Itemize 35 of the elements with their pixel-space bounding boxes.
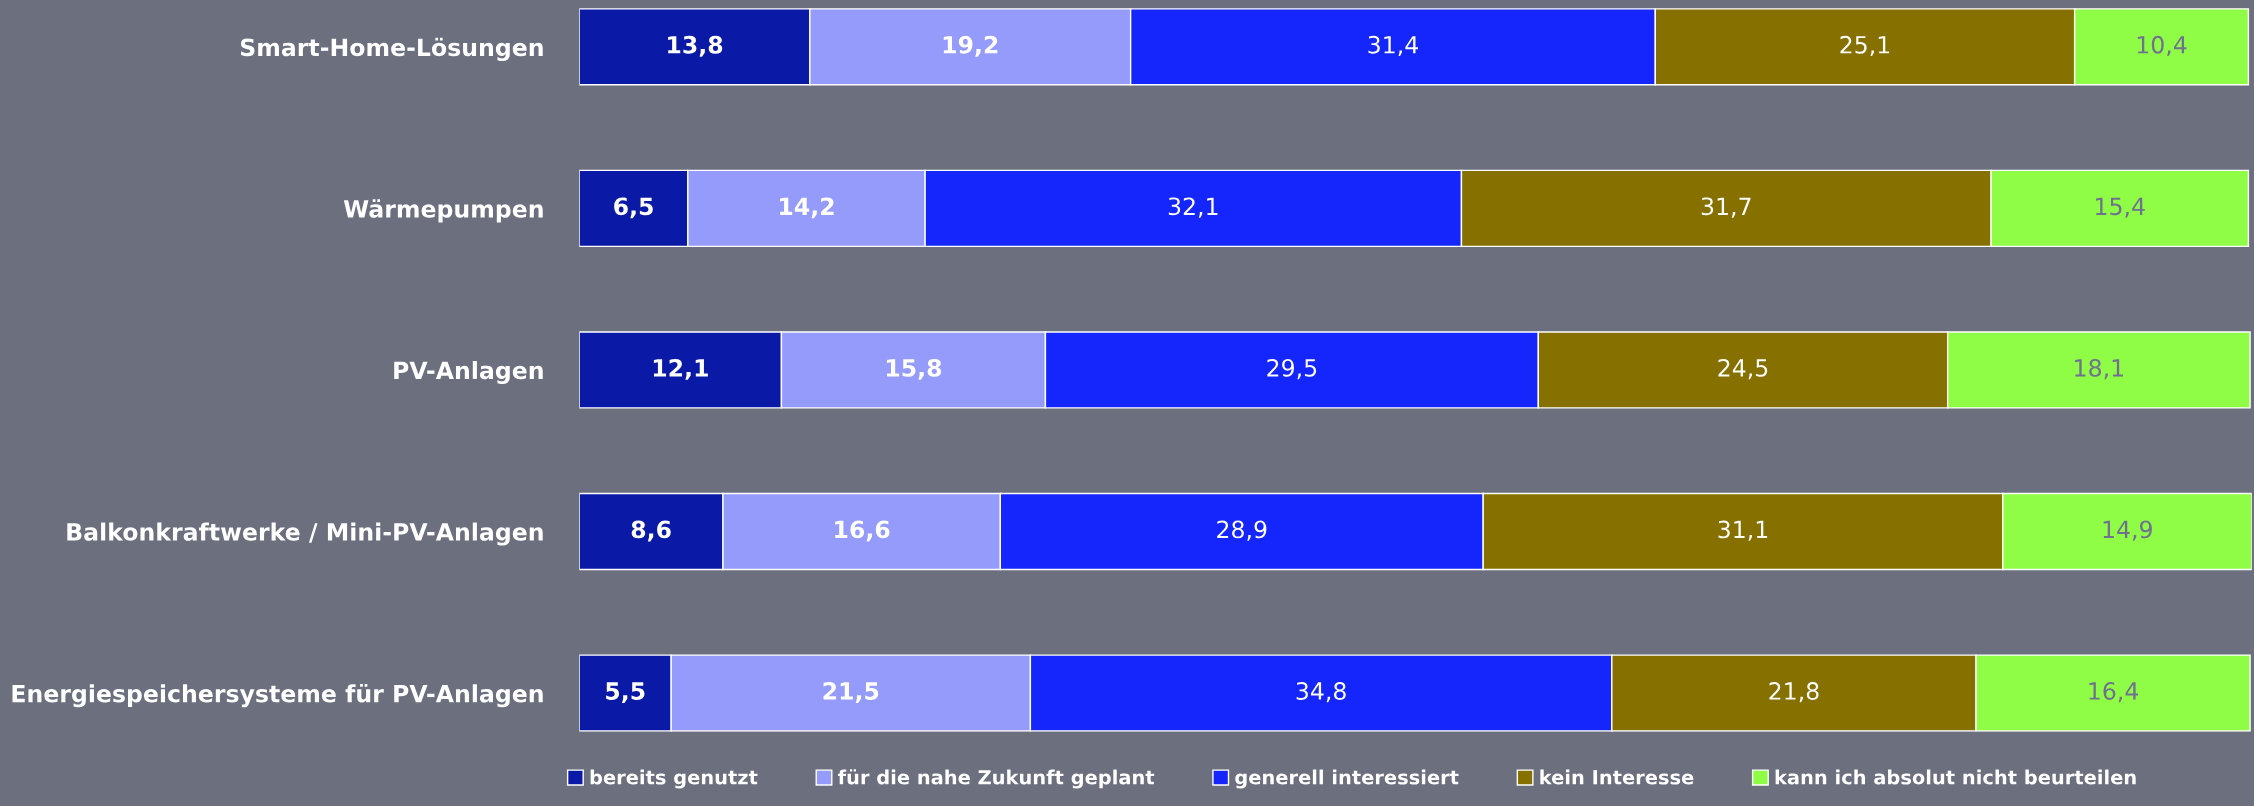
data-label: 24,5 — [1718, 358, 1768, 380]
data-label: 25,1 — [1840, 35, 1890, 57]
data-label: 16,4 — [2089, 682, 2139, 703]
y-tick-label: Wärmepumpen — [343, 199, 543, 223]
data-label: 16,6 — [835, 520, 890, 542]
data-label: 15,8 — [886, 358, 942, 380]
data-label: 21,8 — [1769, 682, 1819, 703]
data-label: 21,5 — [823, 682, 879, 703]
data-label: 5,5 — [606, 682, 645, 703]
data-label: 32,1 — [1168, 197, 1218, 218]
y-tick-label: Smart-Home-Lösungen — [240, 37, 543, 62]
data-label: 34,8 — [1296, 682, 1346, 703]
data-label: 19,2 — [943, 35, 998, 57]
legend-label: generell interessiert — [1235, 769, 1459, 789]
data-label: 29,5 — [1267, 358, 1317, 380]
data-label: 15,4 — [2096, 197, 2145, 218]
data-label: 10,4 — [2137, 35, 2187, 57]
legend-label: kein Interesse — [1540, 769, 1694, 785]
y-tick-label: PV-Anlagen — [394, 360, 543, 385]
data-label: 18,1 — [2075, 358, 2123, 380]
data-label: 6,5 — [614, 197, 653, 219]
legend-label: bereits genutzt — [590, 769, 758, 789]
data-label: 31,4 — [1368, 35, 1418, 57]
legend-label: kann ich absolut nicht beurteilen — [1775, 769, 2136, 785]
data-label: 28,9 — [1217, 520, 1267, 541]
data-label: 12,1 — [653, 358, 708, 380]
data-label: 13,8 — [668, 35, 723, 57]
data-label: 31,1 — [1718, 520, 1768, 541]
data-label: 8,6 — [631, 520, 671, 542]
y-tick-label: Balkonkraftwerke / Mini-PV-Anlagen — [67, 522, 543, 546]
y-tick-label: Energiespeichersysteme für PV-Anlagen — [12, 683, 543, 708]
data-label: 14,2 — [780, 197, 834, 219]
legend-label: für die nahe Zukunft geplant — [837, 769, 1155, 789]
data-label: 14,9 — [2103, 520, 2152, 541]
data-label: 31,7 — [1701, 197, 1751, 218]
